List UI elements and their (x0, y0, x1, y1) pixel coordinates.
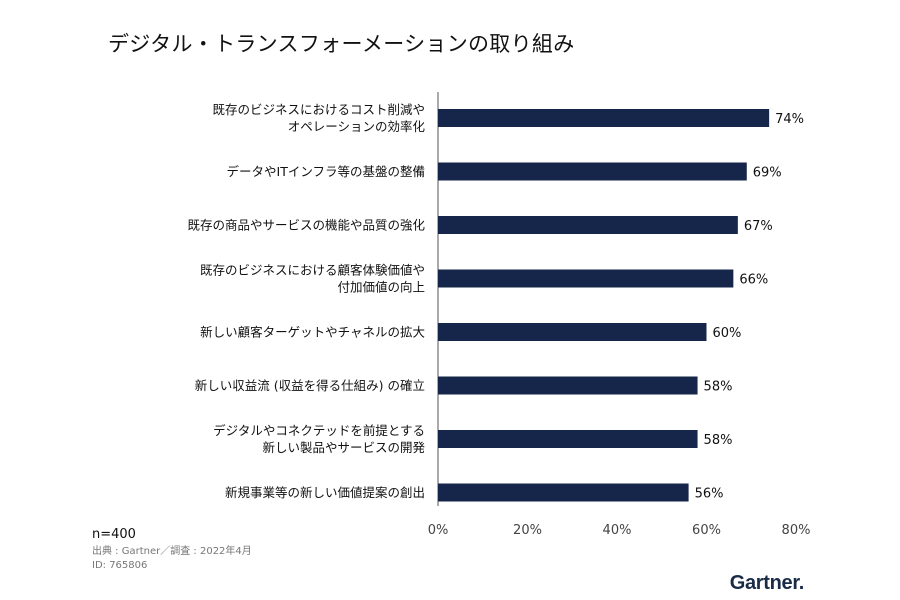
category-label: 新しい顧客ターゲットやチャネルの拡大 (200, 325, 425, 340)
bar-value-label: 67% (744, 219, 773, 234)
bar (438, 376, 698, 395)
bar-value-label: 60% (713, 326, 742, 341)
bar (438, 216, 738, 234)
x-tick-label: 80% (782, 523, 811, 538)
category-label: データやITインフラ等の基盤の整備 (227, 164, 425, 179)
bar-value-label: 69% (753, 166, 782, 181)
gartner-logo: Gartner. (729, 572, 805, 594)
category-label: 既存の商品やサービスの機能や品質の強化 (187, 218, 425, 233)
x-tick-label: 60% (692, 523, 721, 538)
category-label: 既存のビジネスにおける顧客体験価値や付加価値の向上 (200, 263, 425, 295)
bar-value-label: 56% (695, 487, 724, 502)
x-tick-label: 40% (603, 523, 632, 538)
bar (438, 430, 698, 448)
document-id: ID: 765806 (92, 560, 148, 571)
bar-value-label: 66% (739, 273, 768, 288)
chart-footer: n=400 出典 : Gartner／調査 : 2022年4月 ID: 7658… (92, 527, 252, 573)
bar-value-label: 58% (704, 380, 733, 395)
sample-size: n=400 (92, 527, 136, 542)
bar (438, 269, 734, 288)
x-tick-label: 20% (513, 523, 542, 538)
x-tick-label: 0% (428, 523, 449, 538)
bar (438, 162, 747, 181)
source-note: 出典 : Gartner／調査 : 2022年4月 (92, 546, 252, 557)
bar (438, 323, 707, 341)
bar-value-label: 74% (775, 112, 804, 127)
category-label: 新しい収益流 (収益を得る仕組み) の確立 (195, 378, 425, 393)
category-label: 既存のビジネスにおけるコスト削減やオペレーションの効率化 (212, 102, 425, 134)
category-label: 新規事業等の新しい価値提案の創出 (225, 485, 425, 500)
bar (438, 483, 689, 502)
chart-title: デジタル・トランスフォーメーションの取り組み (108, 32, 575, 56)
bar-value-label: 58% (704, 433, 733, 448)
bar (438, 109, 770, 127)
category-label: デジタルやコネクテッドを前提とする新しい製品やサービスの開発 (213, 423, 425, 455)
